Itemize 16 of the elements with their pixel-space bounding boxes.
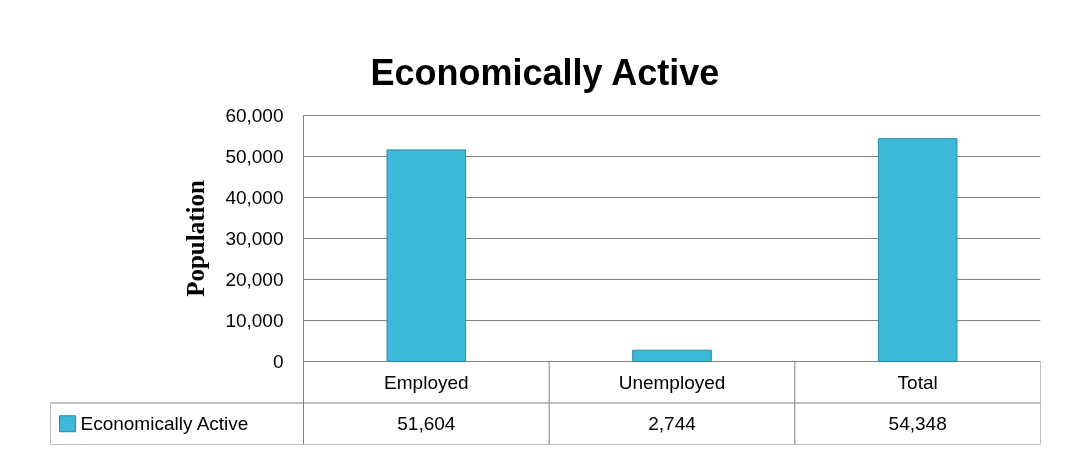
x-tick-label: Total — [897, 371, 938, 393]
chart-title: Economically Active — [370, 51, 720, 93]
y-tick-label: 10,000 — [225, 310, 284, 331]
y-tick-label: 50,000 — [225, 146, 284, 167]
data-label: 54,348 — [888, 413, 947, 435]
y-tick-label: 0 — [272, 351, 284, 372]
y-tick-label: 30,000 — [225, 228, 284, 249]
x-tick-label: Employed — [384, 371, 469, 393]
y-tick-label: 20,000 — [225, 269, 284, 290]
data-label: 51,604 — [397, 413, 456, 435]
data-label: 2,744 — [648, 413, 697, 435]
legend-label: Economically Active — [80, 413, 249, 435]
y-tick-label: 60,000 — [225, 105, 284, 126]
x-tick-label: Unemployed — [618, 371, 726, 393]
y-tick-label: 40,000 — [225, 187, 284, 208]
y-axis-title: Population — [182, 180, 209, 297]
